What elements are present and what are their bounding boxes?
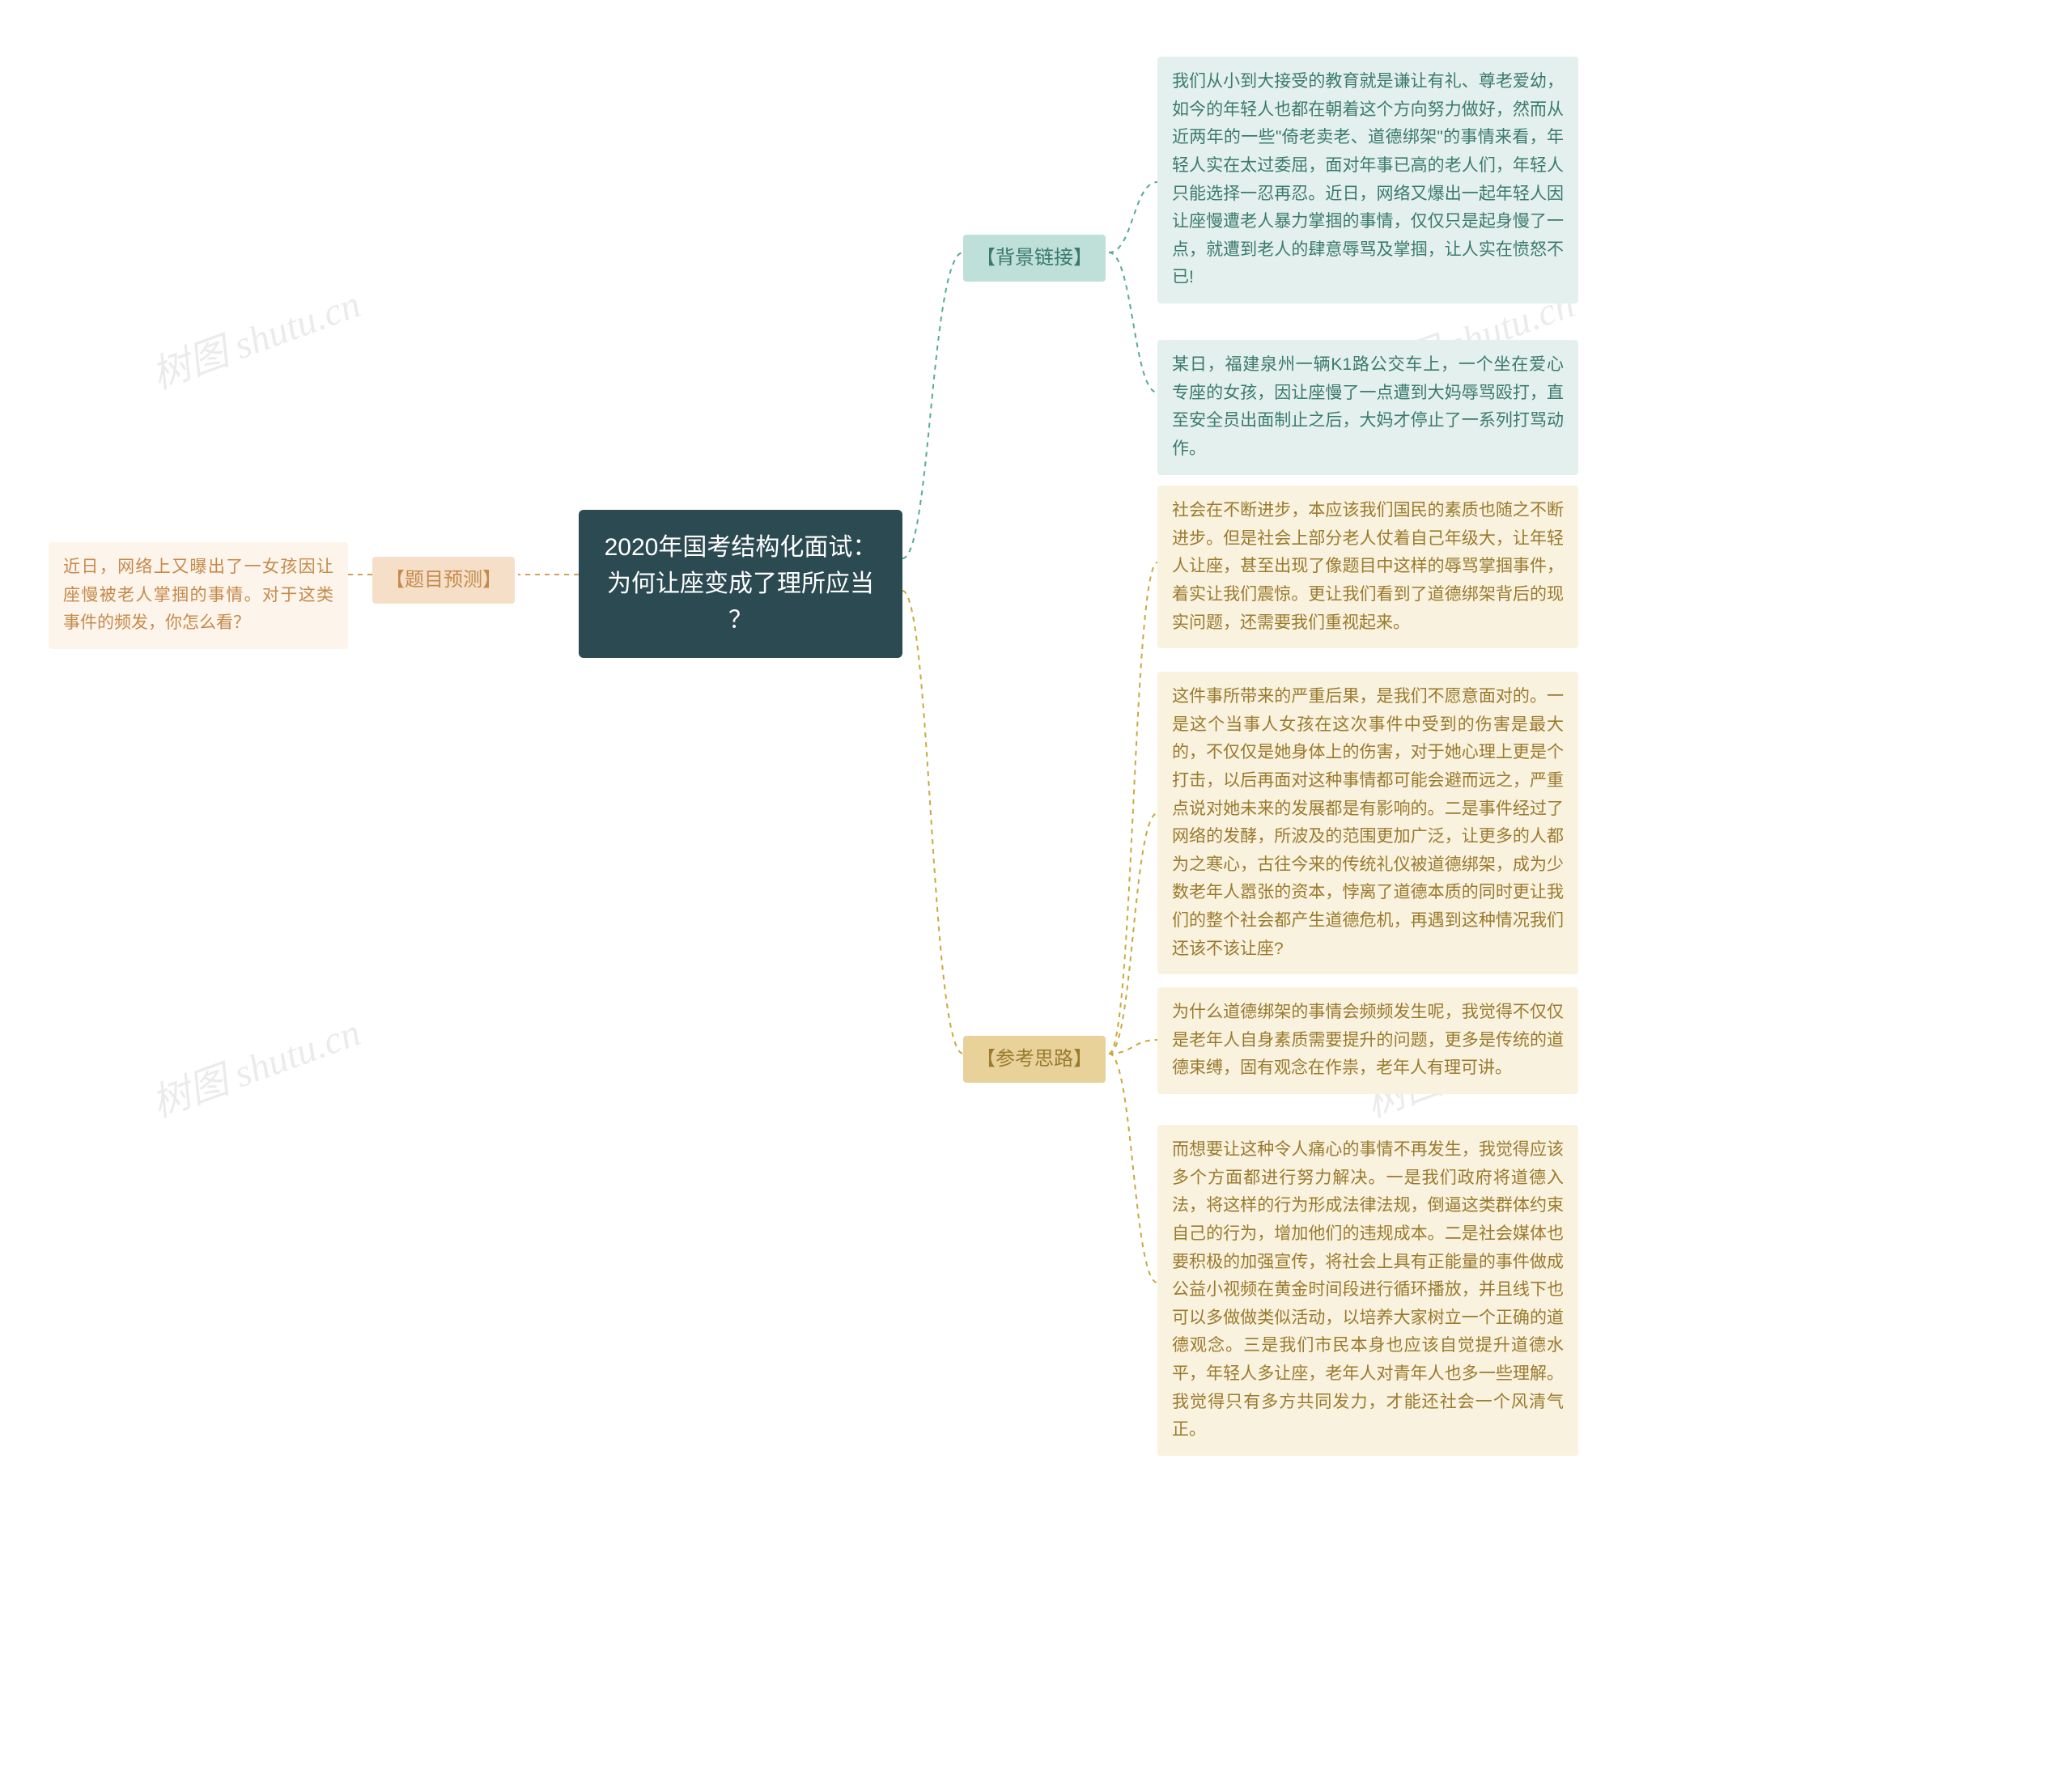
root-node[interactable]: 2020年国考结构化面试： 为何让座变成了理所应当 ？ <box>579 510 902 658</box>
watermark: 树图 shutu.cn <box>142 272 367 400</box>
branch-background-label: 【背景链接】 <box>976 247 1093 269</box>
branch-reference-label: 【参考思路】 <box>976 1048 1093 1070</box>
leaf-reference-1-text: 这件事所带来的严重后果，是我们不愿意面对的。一是这个当事人女孩在这次事件中受到的… <box>1172 687 1564 958</box>
leaf-predict-0[interactable]: 近日，网络上又曝出了一女孩因让座慢被老人掌掴的事情。对于这类事件的频发，你怎么看… <box>49 542 348 649</box>
branch-predict-label: 【题目预测】 <box>385 569 502 591</box>
leaf-reference-2[interactable]: 为什么道德绑架的事情会频频发生呢，我觉得不仅仅是老年人自身素质需要提升的问题，更… <box>1157 987 1578 1094</box>
leaf-background-1[interactable]: 某日，福建泉州一辆K1路公交车上，一个坐在爱心专座的女孩，因让座慢了一点遭到大妈… <box>1157 340 1578 475</box>
leaf-background-1-text: 某日，福建泉州一辆K1路公交车上，一个坐在爱心专座的女孩，因让座慢了一点遭到大妈… <box>1172 355 1564 458</box>
leaf-reference-0-text: 社会在不断进步，本应该我们国民的素质也随之不断进步。但是社会上部分老人仗着自己年… <box>1172 501 1564 632</box>
leaf-background-0[interactable]: 我们从小到大接受的教育就是谦让有礼、尊老爱幼，如今的年轻人也都在朝着这个方向努力… <box>1157 57 1578 303</box>
leaf-reference-1[interactable]: 这件事所带来的严重后果，是我们不愿意面对的。一是这个当事人女孩在这次事件中受到的… <box>1157 672 1578 974</box>
leaf-predict-0-text: 近日，网络上又曝出了一女孩因让座慢被老人掌掴的事情。对于这类事件的频发，你怎么看… <box>63 558 333 632</box>
watermark: 树图 shutu.cn <box>142 1000 367 1128</box>
root-text: 2020年国考结构化面试： 为何让座变成了理所应当 ？ <box>605 534 877 634</box>
leaf-reference-0[interactable]: 社会在不断进步，本应该我们国民的素质也随之不断进步。但是社会上部分老人仗着自己年… <box>1157 486 1578 648</box>
branch-predict[interactable]: 【题目预测】 <box>372 557 515 604</box>
leaf-reference-2-text: 为什么道德绑架的事情会频频发生呢，我觉得不仅仅是老年人自身素质需要提升的问题，更… <box>1172 1003 1564 1077</box>
leaf-reference-3-text: 而想要让这种令人痛心的事情不再发生，我觉得应该多个方面都进行努力解决。一是我们政… <box>1172 1140 1564 1439</box>
branch-background[interactable]: 【背景链接】 <box>963 235 1106 282</box>
leaf-reference-3[interactable]: 而想要让这种令人痛心的事情不再发生，我觉得应该多个方面都进行努力解决。一是我们政… <box>1157 1125 1578 1456</box>
branch-reference[interactable]: 【参考思路】 <box>963 1036 1106 1083</box>
leaf-background-0-text: 我们从小到大接受的教育就是谦让有礼、尊老爱幼，如今的年轻人也都在朝着这个方向努力… <box>1172 72 1564 286</box>
